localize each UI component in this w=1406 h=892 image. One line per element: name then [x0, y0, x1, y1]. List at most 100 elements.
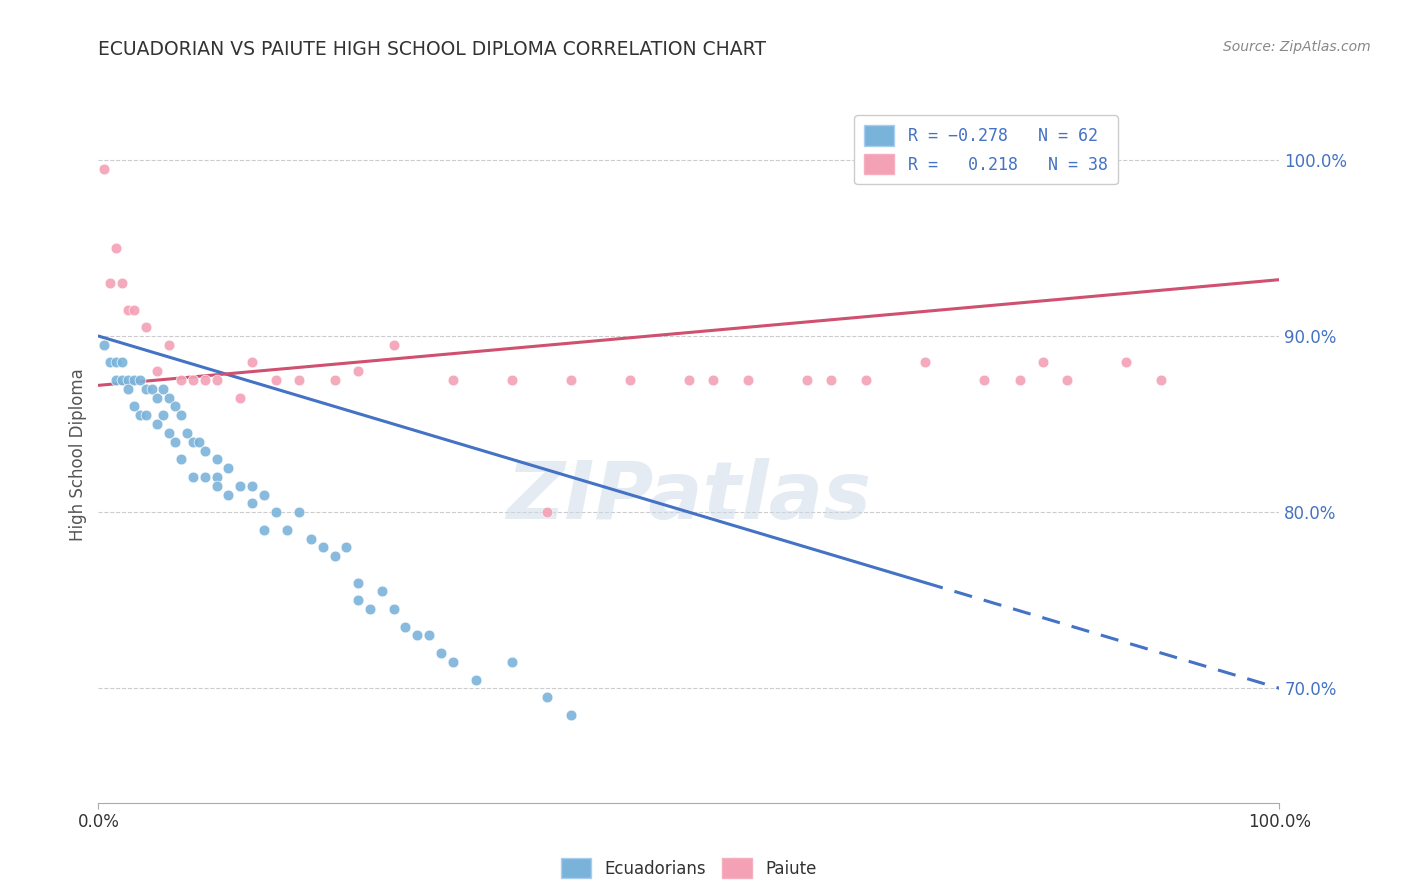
Y-axis label: High School Diploma: High School Diploma [69, 368, 87, 541]
Point [796, 373, 818, 387]
Point [105, 355, 128, 369]
Point [111, 276, 134, 290]
Point [560, 373, 582, 387]
Point [323, 549, 346, 564]
Point [122, 400, 145, 414]
Point [229, 479, 252, 493]
Point [264, 373, 287, 387]
Point [122, 373, 145, 387]
Point [135, 409, 157, 423]
Point [111, 355, 134, 369]
Point [973, 373, 995, 387]
Point [187, 434, 209, 449]
Point [194, 443, 217, 458]
Point [465, 673, 488, 687]
Point [737, 373, 759, 387]
Point [122, 302, 145, 317]
Point [288, 373, 311, 387]
Point [146, 417, 169, 431]
Text: Source: ZipAtlas.com: Source: ZipAtlas.com [1223, 40, 1371, 54]
Point [240, 479, 263, 493]
Legend: Ecuadorians, Paiute: Ecuadorians, Paiute [554, 851, 824, 885]
Point [165, 434, 187, 449]
Point [276, 523, 298, 537]
Point [128, 409, 150, 423]
Point [135, 320, 157, 334]
Point [111, 373, 134, 387]
Point [1115, 355, 1137, 369]
Point [501, 373, 523, 387]
Point [1056, 373, 1078, 387]
Point [93, 161, 115, 176]
Point [855, 373, 877, 387]
Point [117, 382, 139, 396]
Point [128, 373, 150, 387]
Point [157, 425, 180, 440]
Point [678, 373, 700, 387]
Point [117, 302, 139, 317]
Point [347, 575, 370, 590]
Point [1032, 355, 1054, 369]
Point [135, 382, 157, 396]
Point [194, 470, 217, 484]
Point [205, 470, 228, 484]
Point [359, 602, 381, 616]
Point [299, 532, 322, 546]
Point [253, 523, 276, 537]
Point [323, 373, 346, 387]
Point [406, 628, 429, 642]
Point [170, 452, 193, 467]
Point [240, 496, 263, 510]
Point [441, 655, 464, 669]
Point [418, 628, 440, 642]
Point [382, 602, 405, 616]
Point [157, 391, 180, 405]
Point [536, 505, 558, 519]
Point [382, 338, 405, 352]
Point [240, 355, 263, 369]
Point [165, 400, 187, 414]
Point [914, 355, 936, 369]
Point [98, 276, 121, 290]
Point [312, 541, 335, 555]
Point [1008, 373, 1031, 387]
Point [205, 373, 228, 387]
Point [194, 373, 217, 387]
Point [394, 620, 416, 634]
Point [205, 452, 228, 467]
Point [217, 487, 239, 501]
Point [181, 373, 204, 387]
Text: ZIPatlas: ZIPatlas [506, 458, 872, 536]
Point [146, 391, 169, 405]
Text: ECUADORIAN VS PAIUTE HIGH SCHOOL DIPLOMA CORRELATION CHART: ECUADORIAN VS PAIUTE HIGH SCHOOL DIPLOMA… [98, 40, 766, 59]
Point [157, 338, 180, 352]
Point [702, 373, 724, 387]
Point [105, 373, 128, 387]
Point [176, 425, 198, 440]
Point [217, 461, 239, 475]
Point [105, 241, 128, 255]
Point [146, 364, 169, 378]
Point [152, 409, 174, 423]
Point [536, 690, 558, 705]
Point [820, 373, 842, 387]
Point [170, 373, 193, 387]
Point [288, 505, 311, 519]
Point [371, 584, 394, 599]
Point [229, 391, 252, 405]
Point [347, 364, 370, 378]
Point [501, 655, 523, 669]
Point [264, 505, 287, 519]
Point [560, 707, 582, 722]
Point [205, 479, 228, 493]
Point [347, 593, 370, 607]
Point [1150, 373, 1173, 387]
Point [93, 338, 115, 352]
Point [253, 487, 276, 501]
Point [441, 373, 464, 387]
Point [170, 409, 193, 423]
Point [117, 373, 139, 387]
Point [152, 382, 174, 396]
Point [181, 434, 204, 449]
Point [430, 646, 453, 660]
